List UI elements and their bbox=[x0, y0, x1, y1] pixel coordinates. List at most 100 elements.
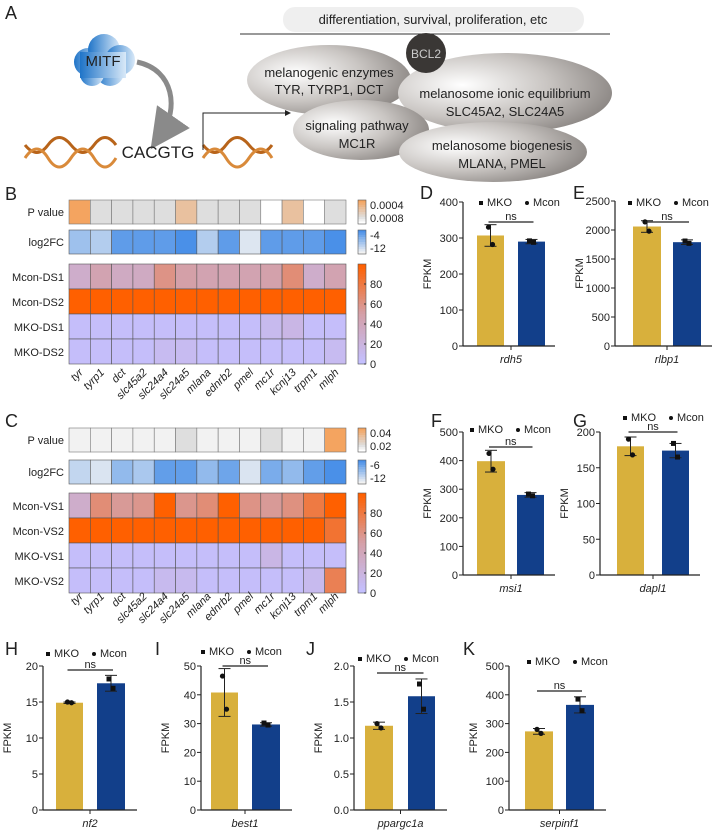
heatmap-cell-expression bbox=[68, 542, 91, 569]
colorbar-log2fc-segment bbox=[358, 230, 366, 233]
heatmap-cell-expression bbox=[239, 288, 262, 315]
heatmap-cell-expression bbox=[196, 263, 219, 290]
colorbar-expression-segment bbox=[358, 550, 366, 554]
heatmap-column-label: tyrp1 bbox=[81, 367, 107, 393]
heatmap-cell-log2fc bbox=[68, 229, 91, 255]
colorbar-pvalue-label: 0.0008 bbox=[370, 213, 404, 225]
colorbar-expression-segment bbox=[358, 316, 366, 320]
legend-circle-icon bbox=[525, 201, 529, 205]
colorbar-expression-segment bbox=[358, 356, 366, 360]
panel-label-g: G bbox=[573, 411, 587, 431]
heatmap-cell-expression bbox=[217, 338, 240, 365]
bar-chart-k: 0 100 200 300 400 500 FPKM serpinf1 MKO Mcon ns bbox=[468, 656, 608, 830]
colorbar-expression-segment bbox=[358, 276, 366, 280]
heatmap-cell-expression bbox=[68, 567, 91, 594]
x-axis-label: rlbp1 bbox=[655, 354, 679, 366]
colorbar-expression-segment bbox=[358, 588, 366, 591]
colorbar-expression-segment bbox=[358, 590, 366, 594]
data-point bbox=[530, 493, 535, 499]
legend-square-icon bbox=[479, 201, 483, 205]
heatmap-cell-log2fc bbox=[196, 229, 219, 255]
colorbar-expression-segment bbox=[358, 334, 366, 337]
heatmap-cell-expression bbox=[260, 492, 283, 519]
heatmap-cell-expression bbox=[111, 338, 134, 365]
heatmap-cell-pvalue bbox=[324, 199, 347, 225]
colorbar-pvalue-segment bbox=[358, 200, 366, 203]
colorbar-log2fc-segment bbox=[358, 251, 366, 255]
charts: P valuelog2FCMcon-DS1Mcon-DS2MKO-DS1MKO-… bbox=[2, 196, 712, 830]
heatmap-cell-log2fc bbox=[260, 229, 283, 255]
heatmap-cell-log2fc bbox=[239, 229, 262, 255]
heatmap-cell-expression bbox=[175, 338, 198, 365]
module-signaling-pathway bbox=[293, 100, 429, 160]
heatmap-cell-expression bbox=[324, 517, 347, 544]
bar bbox=[566, 704, 594, 810]
x-axis-label: best1 bbox=[232, 818, 259, 830]
heatmap-cell-expression bbox=[68, 288, 91, 315]
legend-square-icon bbox=[201, 650, 205, 654]
data-point bbox=[534, 726, 540, 732]
heatmap-row-label: MKO-VS2 bbox=[14, 576, 64, 588]
heatmap-cell-expression bbox=[239, 567, 262, 594]
y-tick-label: 2.0 bbox=[334, 661, 349, 673]
legend-label: Mcon bbox=[524, 424, 551, 436]
data-point bbox=[490, 466, 496, 472]
heatmap-cell-expression bbox=[260, 567, 283, 594]
heatmap-cell-expression bbox=[260, 288, 283, 315]
module-genes: MLANA, PMEL bbox=[458, 156, 545, 171]
colorbar-log2fc-label: -12 bbox=[370, 243, 386, 255]
data-point bbox=[526, 491, 531, 497]
heatmap-cell-expression bbox=[111, 263, 134, 290]
colorbar-pvalue-segment bbox=[358, 221, 366, 225]
colorbar-expression-label: 60 bbox=[370, 528, 382, 540]
colorbar-expression-segment bbox=[358, 505, 366, 509]
y-tick-label: 2000 bbox=[586, 225, 610, 237]
colorbar-expression-label: 20 bbox=[370, 568, 382, 580]
colorbar-log2fc-segment bbox=[358, 481, 366, 485]
colorbar-pvalue-segment bbox=[358, 442, 366, 445]
colorbar-expression-segment bbox=[358, 274, 366, 277]
y-axis-label: FPKM bbox=[468, 723, 480, 754]
legend-label: MKO bbox=[535, 656, 561, 668]
y-tick-label: 15 bbox=[26, 697, 38, 709]
legend-label: MKO bbox=[54, 648, 80, 660]
legend-square-icon bbox=[46, 652, 50, 656]
y-tick-label: 2500 bbox=[586, 196, 610, 208]
colorbar-pvalue bbox=[357, 199, 367, 225]
legend-square-icon bbox=[623, 416, 627, 420]
heatmap-cell-expression bbox=[281, 542, 304, 569]
heatmap-cell-expression bbox=[68, 517, 91, 544]
bar bbox=[477, 235, 504, 346]
colorbar-expression-segment bbox=[358, 296, 366, 300]
heatmap-cell-expression bbox=[111, 542, 134, 569]
heatmap-cell-expression bbox=[196, 542, 219, 569]
data-point bbox=[421, 706, 426, 712]
x-axis-label: serpinf1 bbox=[540, 818, 579, 830]
heatmap-cell-expression bbox=[260, 517, 283, 544]
colorbar-expression-segment bbox=[358, 351, 366, 355]
bar bbox=[365, 725, 393, 810]
y-tick-label: 400 bbox=[486, 690, 504, 702]
y-tick-label: 0 bbox=[498, 805, 504, 817]
heatmap-cell-expression bbox=[175, 313, 198, 340]
heatmap-cell-log2fc bbox=[239, 459, 262, 485]
y-tick-label: 100 bbox=[486, 776, 504, 788]
heatmap-row-label: P value bbox=[28, 207, 65, 219]
panel-label-c: C bbox=[5, 411, 18, 431]
legend-label: Mcon bbox=[581, 656, 608, 668]
heatmap-cell-log2fc bbox=[281, 229, 304, 255]
heatmap-cell-expression bbox=[281, 517, 304, 544]
legend-label: Mcon bbox=[255, 646, 282, 658]
heatmap-cell-expression bbox=[132, 517, 155, 544]
heatmap-cell-expression bbox=[260, 263, 283, 290]
heatmap-cell-log2fc bbox=[90, 459, 112, 485]
significance-label: ns bbox=[394, 662, 406, 674]
heatmap-cell-pvalue bbox=[111, 427, 134, 453]
y-tick-label: 500 bbox=[486, 661, 504, 673]
colorbar-pvalue-segment bbox=[358, 428, 366, 431]
heatmap-cell-expression bbox=[132, 567, 155, 594]
heatmap-cell-log2fc bbox=[217, 459, 240, 485]
colorbar-expression-segment bbox=[358, 495, 366, 499]
y-tick-label: 200 bbox=[440, 513, 458, 525]
y-axis-label: FPKM bbox=[160, 723, 172, 754]
